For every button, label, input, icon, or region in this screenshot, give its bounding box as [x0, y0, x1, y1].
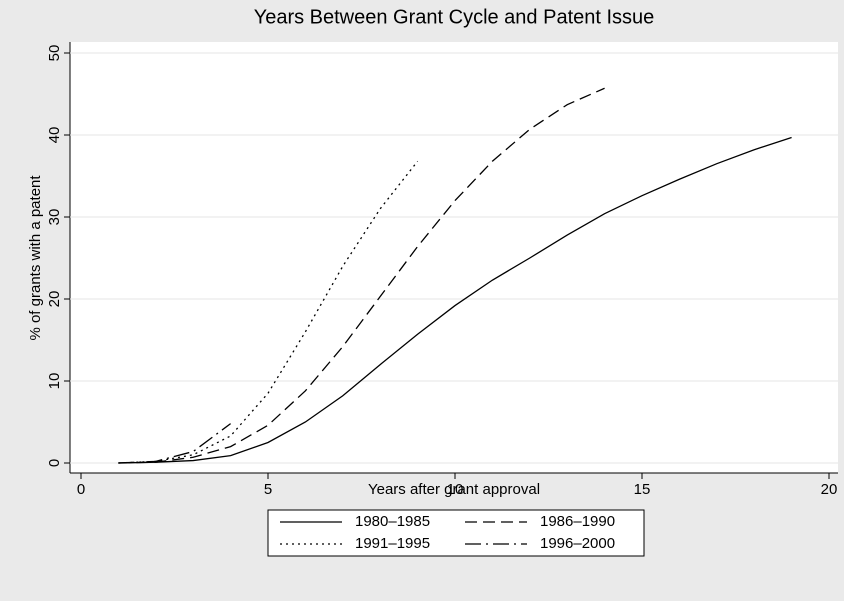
x-tick-label: 10 — [447, 481, 464, 498]
y-tick-label: 0 — [46, 459, 63, 467]
legend-label: 1986–1990 — [540, 513, 615, 530]
x-tick-label: 5 — [264, 481, 272, 498]
plot-area — [70, 42, 838, 473]
x-tick-label: 20 — [821, 481, 838, 498]
legend-label: 1996–2000 — [540, 535, 615, 552]
series-line — [118, 160, 419, 464]
series-line — [118, 423, 231, 464]
chart-title: Years Between Grant Cycle and Patent Iss… — [254, 6, 655, 28]
x-tick-label: 0 — [77, 481, 85, 498]
x-tick-label: 15 — [634, 481, 651, 498]
y-axis-label: % of grants with a patent — [27, 175, 44, 341]
x-axis-label: Years after grant approval — [368, 481, 540, 498]
y-tick-label: 50 — [46, 45, 63, 62]
y-tick-label: 10 — [46, 373, 63, 390]
y-tick-label: 20 — [46, 291, 63, 308]
series-line — [118, 87, 605, 464]
legend-label: 1980–1985 — [355, 513, 430, 530]
series-line — [118, 136, 792, 464]
y-tick-label: 40 — [46, 127, 63, 144]
legend-label: 1991–1995 — [355, 535, 430, 552]
y-tick-label: 30 — [46, 209, 63, 226]
legend-box — [267, 509, 645, 557]
